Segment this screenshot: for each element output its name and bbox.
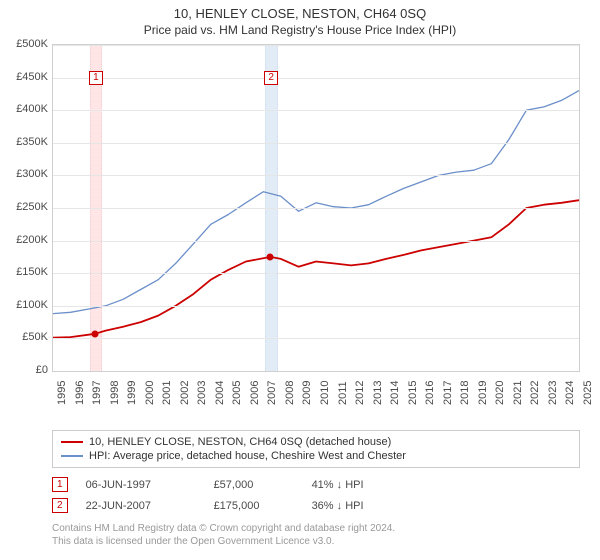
x-axis-tick-label: 2008 — [284, 381, 296, 405]
x-axis-tick-label: 2025 — [582, 381, 594, 405]
series-line-property_price — [53, 200, 579, 338]
event-row: 1 06-JUN-1997 £57,000 41% ↓ HPI — [44, 474, 580, 495]
legend-label: 10, HENLEY CLOSE, NESTON, CH64 0SQ (deta… — [89, 436, 391, 448]
y-axis-tick-label: £500K — [0, 38, 48, 50]
event-marker-badge: 1 — [89, 71, 103, 85]
x-axis-tick-label: 2009 — [301, 381, 313, 405]
chart-subtitle: Price paid vs. HM Land Registry's House … — [0, 21, 600, 41]
legend-swatch — [61, 455, 83, 457]
event-date: 22-JUN-2007 — [86, 500, 196, 512]
y-axis-tick-label: £150K — [0, 266, 48, 278]
x-axis-tick-label: 2006 — [249, 381, 261, 405]
x-axis-tick-label: 2019 — [477, 381, 489, 405]
chart-container: 10, HENLEY CLOSE, NESTON, CH64 0SQ Price… — [0, 0, 600, 560]
y-axis-tick-label: £100K — [0, 299, 48, 311]
event-row: 2 22-JUN-2007 £175,000 36% ↓ HPI — [44, 495, 580, 516]
x-axis-tick-label: 1997 — [91, 381, 103, 405]
x-axis-tick-label: 2020 — [494, 381, 506, 405]
footer-line: This data is licensed under the Open Gov… — [52, 535, 588, 548]
y-axis-tick-label: £200K — [0, 234, 48, 246]
x-axis-tick-label: 2007 — [266, 381, 278, 405]
event-delta: 36% ↓ HPI — [312, 500, 432, 512]
series-line-hpi — [53, 91, 579, 314]
legend-item: HPI: Average price, detached house, Ches… — [61, 449, 571, 463]
x-axis-tick-label: 2002 — [179, 381, 191, 405]
y-axis-tick-label: £450K — [0, 71, 48, 83]
event-delta: 41% ↓ HPI — [312, 479, 432, 491]
x-axis-tick-label: 2004 — [214, 381, 226, 405]
y-axis-tick-label: £0 — [0, 364, 48, 376]
x-axis-tick-label: 2010 — [319, 381, 331, 405]
data-point-dot — [92, 330, 99, 337]
x-axis-tick-label: 2012 — [354, 381, 366, 405]
event-date: 06-JUN-1997 — [86, 479, 196, 491]
x-axis-tick-label: 2018 — [459, 381, 471, 405]
x-axis-tick-label: 2014 — [389, 381, 401, 405]
x-axis-tick-label: 1998 — [109, 381, 121, 405]
plot-area: 12 — [52, 44, 580, 372]
x-axis-tick-label: 2001 — [161, 381, 173, 405]
y-axis-tick-label: £250K — [0, 201, 48, 213]
event-marker-badge: 2 — [264, 71, 278, 85]
footer-attribution: Contains HM Land Registry data © Crown c… — [52, 522, 588, 548]
x-axis-tick-label: 2015 — [407, 381, 419, 405]
data-point-dot — [267, 253, 274, 260]
y-axis-tick-label: £50K — [0, 331, 48, 343]
x-axis-tick-label: 2021 — [512, 381, 524, 405]
legend-item: 10, HENLEY CLOSE, NESTON, CH64 0SQ (deta… — [61, 435, 571, 449]
x-axis-tick-label: 2000 — [144, 381, 156, 405]
x-axis-tick-label: 2013 — [372, 381, 384, 405]
legend-swatch — [61, 441, 83, 443]
events-table: 1 06-JUN-1997 £57,000 41% ↓ HPI 2 22-JUN-2007… — [44, 474, 580, 516]
x-axis-tick-label: 1995 — [56, 381, 68, 405]
y-axis-tick-label: £300K — [0, 168, 48, 180]
x-axis-tick-label: 1999 — [126, 381, 138, 405]
y-axis-tick-label: £400K — [0, 103, 48, 115]
legend: 10, HENLEY CLOSE, NESTON, CH64 0SQ (deta… — [52, 430, 580, 468]
event-badge: 1 — [52, 477, 68, 492]
x-axis-tick-label: 2011 — [337, 381, 349, 405]
x-axis-tick-label: 2005 — [231, 381, 243, 405]
event-price: £175,000 — [214, 500, 294, 512]
x-axis-tick-label: 2023 — [547, 381, 559, 405]
y-axis-tick-label: £350K — [0, 136, 48, 148]
x-axis-tick-label: 1996 — [74, 381, 86, 405]
x-axis-tick-label: 2017 — [442, 381, 454, 405]
x-axis-tick-label: 2016 — [424, 381, 436, 405]
x-axis-tick-label: 2024 — [564, 381, 576, 405]
x-axis-tick-label: 2022 — [529, 381, 541, 405]
chart-title: 10, HENLEY CLOSE, NESTON, CH64 0SQ — [0, 0, 600, 21]
x-axis-tick-label: 2003 — [196, 381, 208, 405]
event-badge: 2 — [52, 498, 68, 513]
footer-line: Contains HM Land Registry data © Crown c… — [52, 522, 588, 535]
legend-label: HPI: Average price, detached house, Ches… — [89, 450, 406, 462]
event-price: £57,000 — [214, 479, 294, 491]
